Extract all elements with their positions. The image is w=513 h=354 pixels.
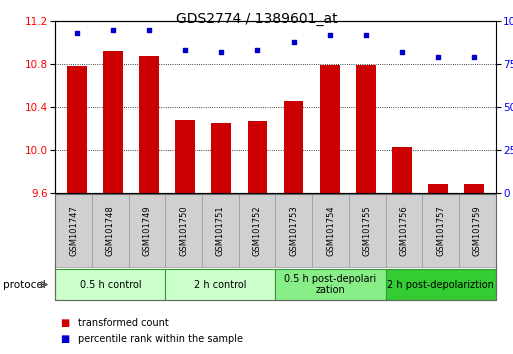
Text: GSM101755: GSM101755 <box>363 205 372 256</box>
Bar <box>320 65 340 193</box>
Text: GSM101753: GSM101753 <box>289 205 299 256</box>
Text: GSM101747: GSM101747 <box>69 205 78 256</box>
Text: ■: ■ <box>61 334 70 344</box>
Text: GSM101756: GSM101756 <box>399 205 408 256</box>
Point <box>398 49 406 55</box>
Text: GSM101752: GSM101752 <box>252 205 262 256</box>
Point <box>109 27 117 33</box>
Text: GSM101749: GSM101749 <box>143 205 152 256</box>
Point <box>470 55 478 60</box>
Text: 0.5 h control: 0.5 h control <box>80 280 141 290</box>
Bar <box>392 147 411 193</box>
Bar <box>140 56 159 193</box>
Bar <box>175 120 195 193</box>
Point <box>145 27 153 33</box>
Text: 2 h post-depolariztion: 2 h post-depolariztion <box>387 280 494 290</box>
Point <box>325 32 333 38</box>
Bar <box>284 101 304 193</box>
Bar <box>103 51 123 193</box>
Point <box>73 30 81 36</box>
Text: GDS2774 / 1389601_at: GDS2774 / 1389601_at <box>175 12 338 27</box>
Text: GSM101750: GSM101750 <box>179 205 188 256</box>
Point <box>289 39 298 45</box>
Text: transformed count: transformed count <box>78 318 169 328</box>
Bar <box>247 121 267 193</box>
Text: ■: ■ <box>61 318 70 328</box>
Point <box>181 47 189 53</box>
Point <box>218 49 226 55</box>
Point <box>362 32 370 38</box>
Text: percentile rank within the sample: percentile rank within the sample <box>78 334 244 344</box>
Text: GSM101754: GSM101754 <box>326 205 335 256</box>
Text: GSM101759: GSM101759 <box>472 205 482 256</box>
Bar <box>356 65 376 193</box>
Bar <box>428 184 448 193</box>
Point <box>433 55 442 60</box>
Bar <box>211 123 231 193</box>
Text: GSM101751: GSM101751 <box>216 205 225 256</box>
Bar <box>67 66 87 193</box>
Text: GSM101757: GSM101757 <box>436 205 445 256</box>
Text: 0.5 h post-depolari
zation: 0.5 h post-depolari zation <box>284 274 377 296</box>
Text: protocol: protocol <box>3 280 45 290</box>
Text: GSM101748: GSM101748 <box>106 205 115 256</box>
Bar <box>464 184 484 193</box>
Text: 2 h control: 2 h control <box>194 280 247 290</box>
Point <box>253 47 262 53</box>
